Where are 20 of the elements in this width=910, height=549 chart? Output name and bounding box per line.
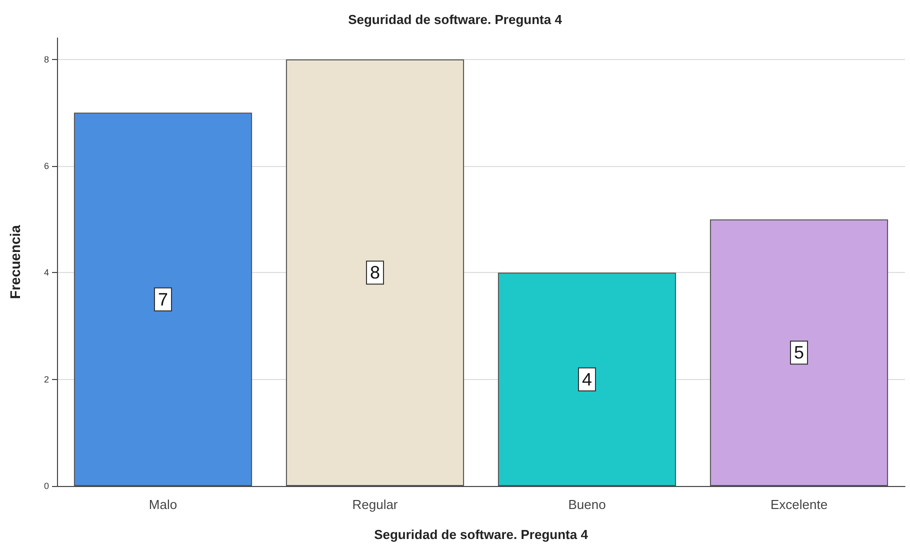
y-tick-label: 4 (44, 268, 49, 278)
chart-title: Seguridad de software. Pregunta 4 (348, 12, 563, 27)
data-label: 5 (794, 342, 804, 363)
x-tick-label: Malo (148, 497, 178, 512)
y-axis-title: Frecuencia (7, 224, 23, 299)
bar (498, 272, 676, 486)
data-label: 4 (582, 369, 592, 390)
data-label: 8 (370, 262, 380, 283)
x-tick-label: Excelente (770, 497, 828, 512)
y-tick-label: 8 (44, 54, 49, 64)
bar (74, 112, 252, 486)
y-tick-label: 0 (44, 481, 49, 491)
x-tick-label: Bueno (568, 497, 606, 512)
bar (286, 59, 464, 486)
x-tick-label: Regular (352, 497, 398, 512)
bar (710, 219, 888, 486)
x-axis-title: Seguridad de software. Pregunta 4 (374, 527, 589, 542)
y-tick-label: 2 (44, 374, 49, 384)
y-tick-label: 6 (44, 161, 49, 171)
data-label: 7 (158, 289, 168, 310)
